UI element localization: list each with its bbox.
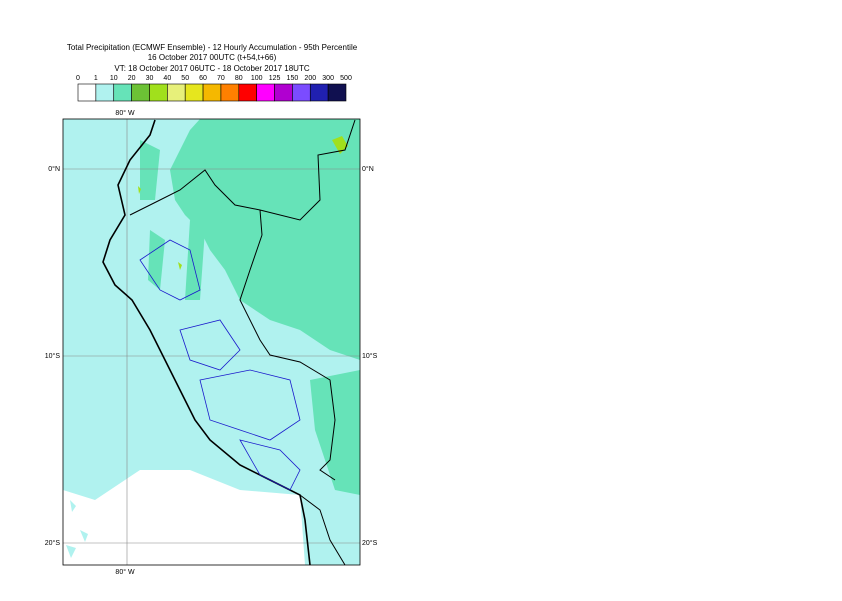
latitude-label: 10°S [45,352,61,360]
colorbar-box [167,83,186,102]
latitude-label: 10°S [362,352,378,360]
colorbar-box [202,83,222,102]
colorbar-label: 1 [94,75,98,82]
colorbar-box [113,83,132,102]
colorbar-box [292,83,311,102]
colorbar-box [238,83,257,102]
latitude-label: 20°S [45,539,61,547]
colorbar-box [256,83,275,102]
colorbar-box [131,83,150,102]
colorbar-label: 0 [76,75,80,82]
colorbar-box [77,83,97,102]
latitude-label: 0°N [362,165,374,173]
colorbar-label: 150 [287,75,299,82]
colorbar-box [220,83,240,102]
colorbar-label: 300 [322,75,334,82]
colorbar-box [327,83,347,102]
longitude-label: 80° W [115,568,135,576]
colorbar-label: 200 [304,75,316,82]
colorbar: 0 1 10 20 30 40 50 60 70 80 100 125 150 200 300 500 [76,75,352,102]
longitude-label: 80° W [115,109,135,117]
colorbar-label: 20 [128,75,136,82]
graticule [63,119,360,565]
subtitle: 16 October 2017 00UTC (t+54,t+66) [148,53,277,62]
country-border [129,119,356,566]
colorbar-label: 10 [110,75,118,82]
colorbar-box [149,83,168,102]
colorbar-box [274,83,293,102]
colorbar-label: 60 [199,75,207,82]
colorbar-box [309,83,329,102]
colorbar-label: 100 [251,75,263,82]
title: Total Precipitation (ECMWF Ensemble) - 1… [67,43,358,52]
map-frame [62,118,361,566]
colorbar-label: 40 [163,75,171,82]
moderate-rain-patch [140,140,240,300]
colorbar-label: 50 [181,75,189,82]
colorbar-box [95,83,115,102]
latitude-label: 0°N [48,165,60,173]
colorbar-box [184,83,204,102]
colorbar-label: 500 [340,75,352,82]
map [62,118,361,566]
valid-time: VT: 18 October 2017 06UTC - 18 October 2… [114,64,309,73]
colorbar-label: 30 [146,75,154,82]
region-border [139,239,301,491]
colorbar-label: 70 [217,75,225,82]
moderate-rain-area [310,370,360,495]
colorbar-label: 80 [235,75,243,82]
moderate-rain-area [170,119,360,360]
dry-area [63,470,305,565]
latitude-label: 20°S [362,539,378,547]
colorbar-label: 125 [269,75,281,82]
